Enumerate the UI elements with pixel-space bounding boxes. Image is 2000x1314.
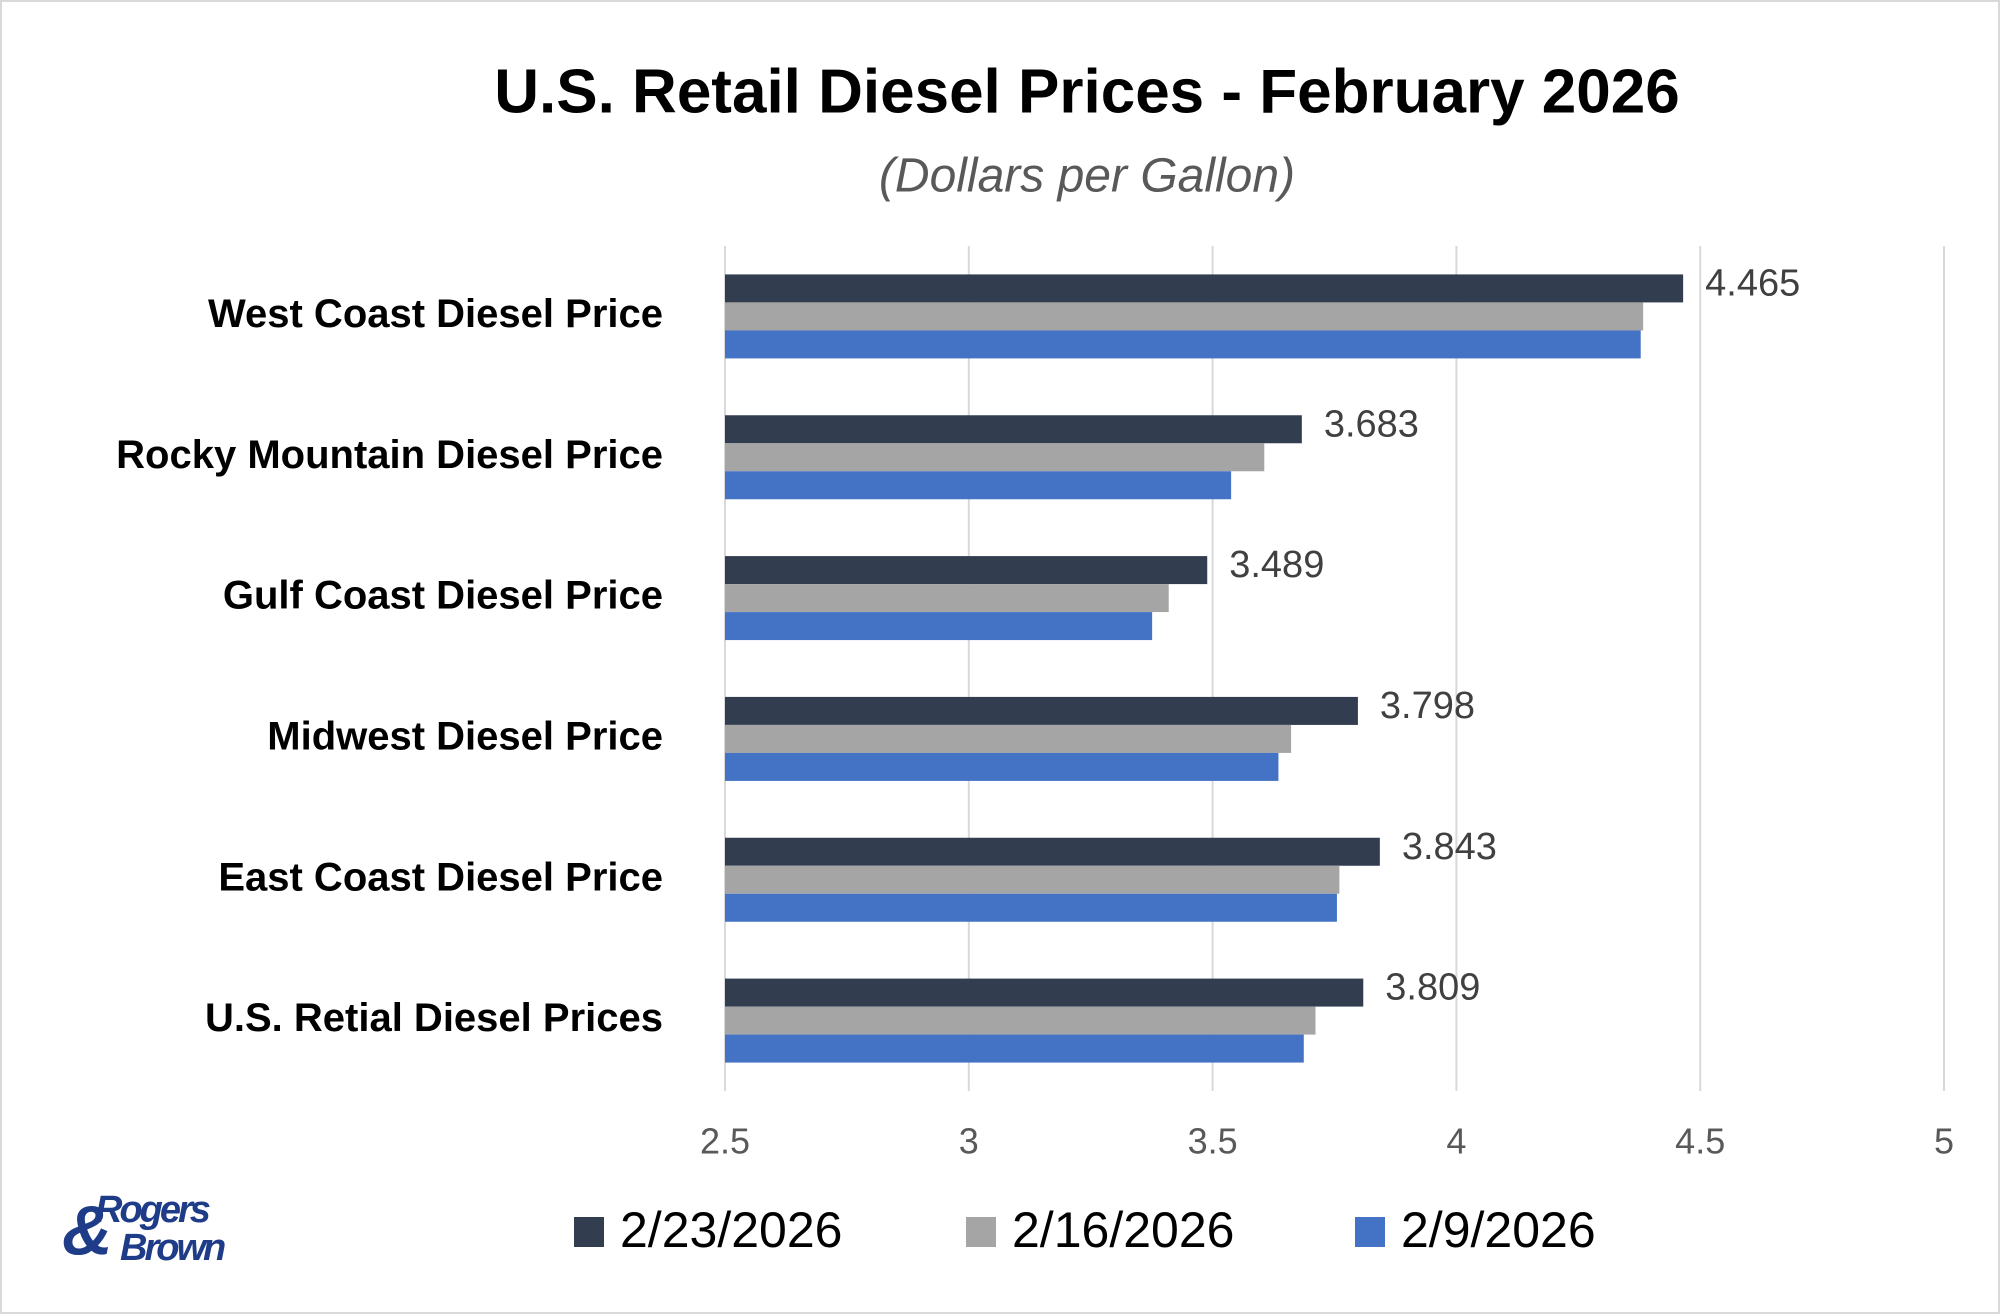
y-tick-label: U.S. Retial Diesel Prices xyxy=(205,996,663,1040)
logo-ampersand: & xyxy=(62,1191,113,1269)
bar xyxy=(725,471,1232,500)
bar xyxy=(725,724,1292,753)
bar xyxy=(725,837,1380,866)
x-tick-label: 2.5 xyxy=(700,1121,750,1162)
y-tick-label: East Coast Diesel Price xyxy=(218,855,663,899)
legend-label: 2/16/2026 xyxy=(1012,1202,1234,1258)
y-tick-label: Rocky Mountain Diesel Price xyxy=(116,433,663,477)
y-tick-label: West Coast Diesel Price xyxy=(208,292,663,336)
bar xyxy=(725,978,1364,1007)
bar xyxy=(725,415,1302,444)
bar xyxy=(725,1006,1316,1035)
bar xyxy=(725,865,1340,894)
bar xyxy=(725,302,1644,331)
bar xyxy=(725,1034,1304,1063)
value-label: 3.809 xyxy=(1385,967,1480,1009)
x-tick-label: 4.5 xyxy=(1675,1121,1725,1162)
legend-label: 2/23/2026 xyxy=(620,1202,842,1258)
legend-swatch xyxy=(966,1217,996,1247)
logo: Rogers Brown & xyxy=(62,1189,228,1269)
bar xyxy=(725,612,1153,641)
value-label: 3.683 xyxy=(1324,403,1419,445)
chart-subtitle: (Dollars per Gallon) xyxy=(879,150,1295,203)
bar xyxy=(725,696,1358,725)
bar xyxy=(725,274,1684,303)
logo-text: Brown xyxy=(120,1227,225,1269)
bar xyxy=(725,330,1641,359)
x-tick-label: 3 xyxy=(959,1121,979,1162)
value-label: 3.798 xyxy=(1380,685,1475,727)
bar xyxy=(725,893,1337,922)
x-tick-label: 3.5 xyxy=(1188,1121,1238,1162)
x-tick-label: 4 xyxy=(1446,1121,1466,1162)
bar xyxy=(725,443,1265,472)
x-tick-label: 5 xyxy=(1934,1121,1954,1162)
bar xyxy=(725,752,1279,781)
y-tick-label: Gulf Coast Diesel Price xyxy=(223,574,663,618)
value-label: 3.489 xyxy=(1229,544,1324,586)
bar xyxy=(725,556,1208,585)
legend-swatch xyxy=(1355,1217,1385,1247)
logo-text: Rogers xyxy=(95,1189,210,1231)
legend-label: 2/9/2026 xyxy=(1401,1202,1596,1258)
value-label: 3.843 xyxy=(1402,826,1497,868)
bar xyxy=(725,584,1169,613)
chart-title: U.S. Retail Diesel Prices - February 202… xyxy=(494,57,1679,126)
value-label: 4.465 xyxy=(1705,262,1800,304)
y-tick-label: Midwest Diesel Price xyxy=(267,714,663,758)
legend-swatch xyxy=(574,1217,604,1247)
